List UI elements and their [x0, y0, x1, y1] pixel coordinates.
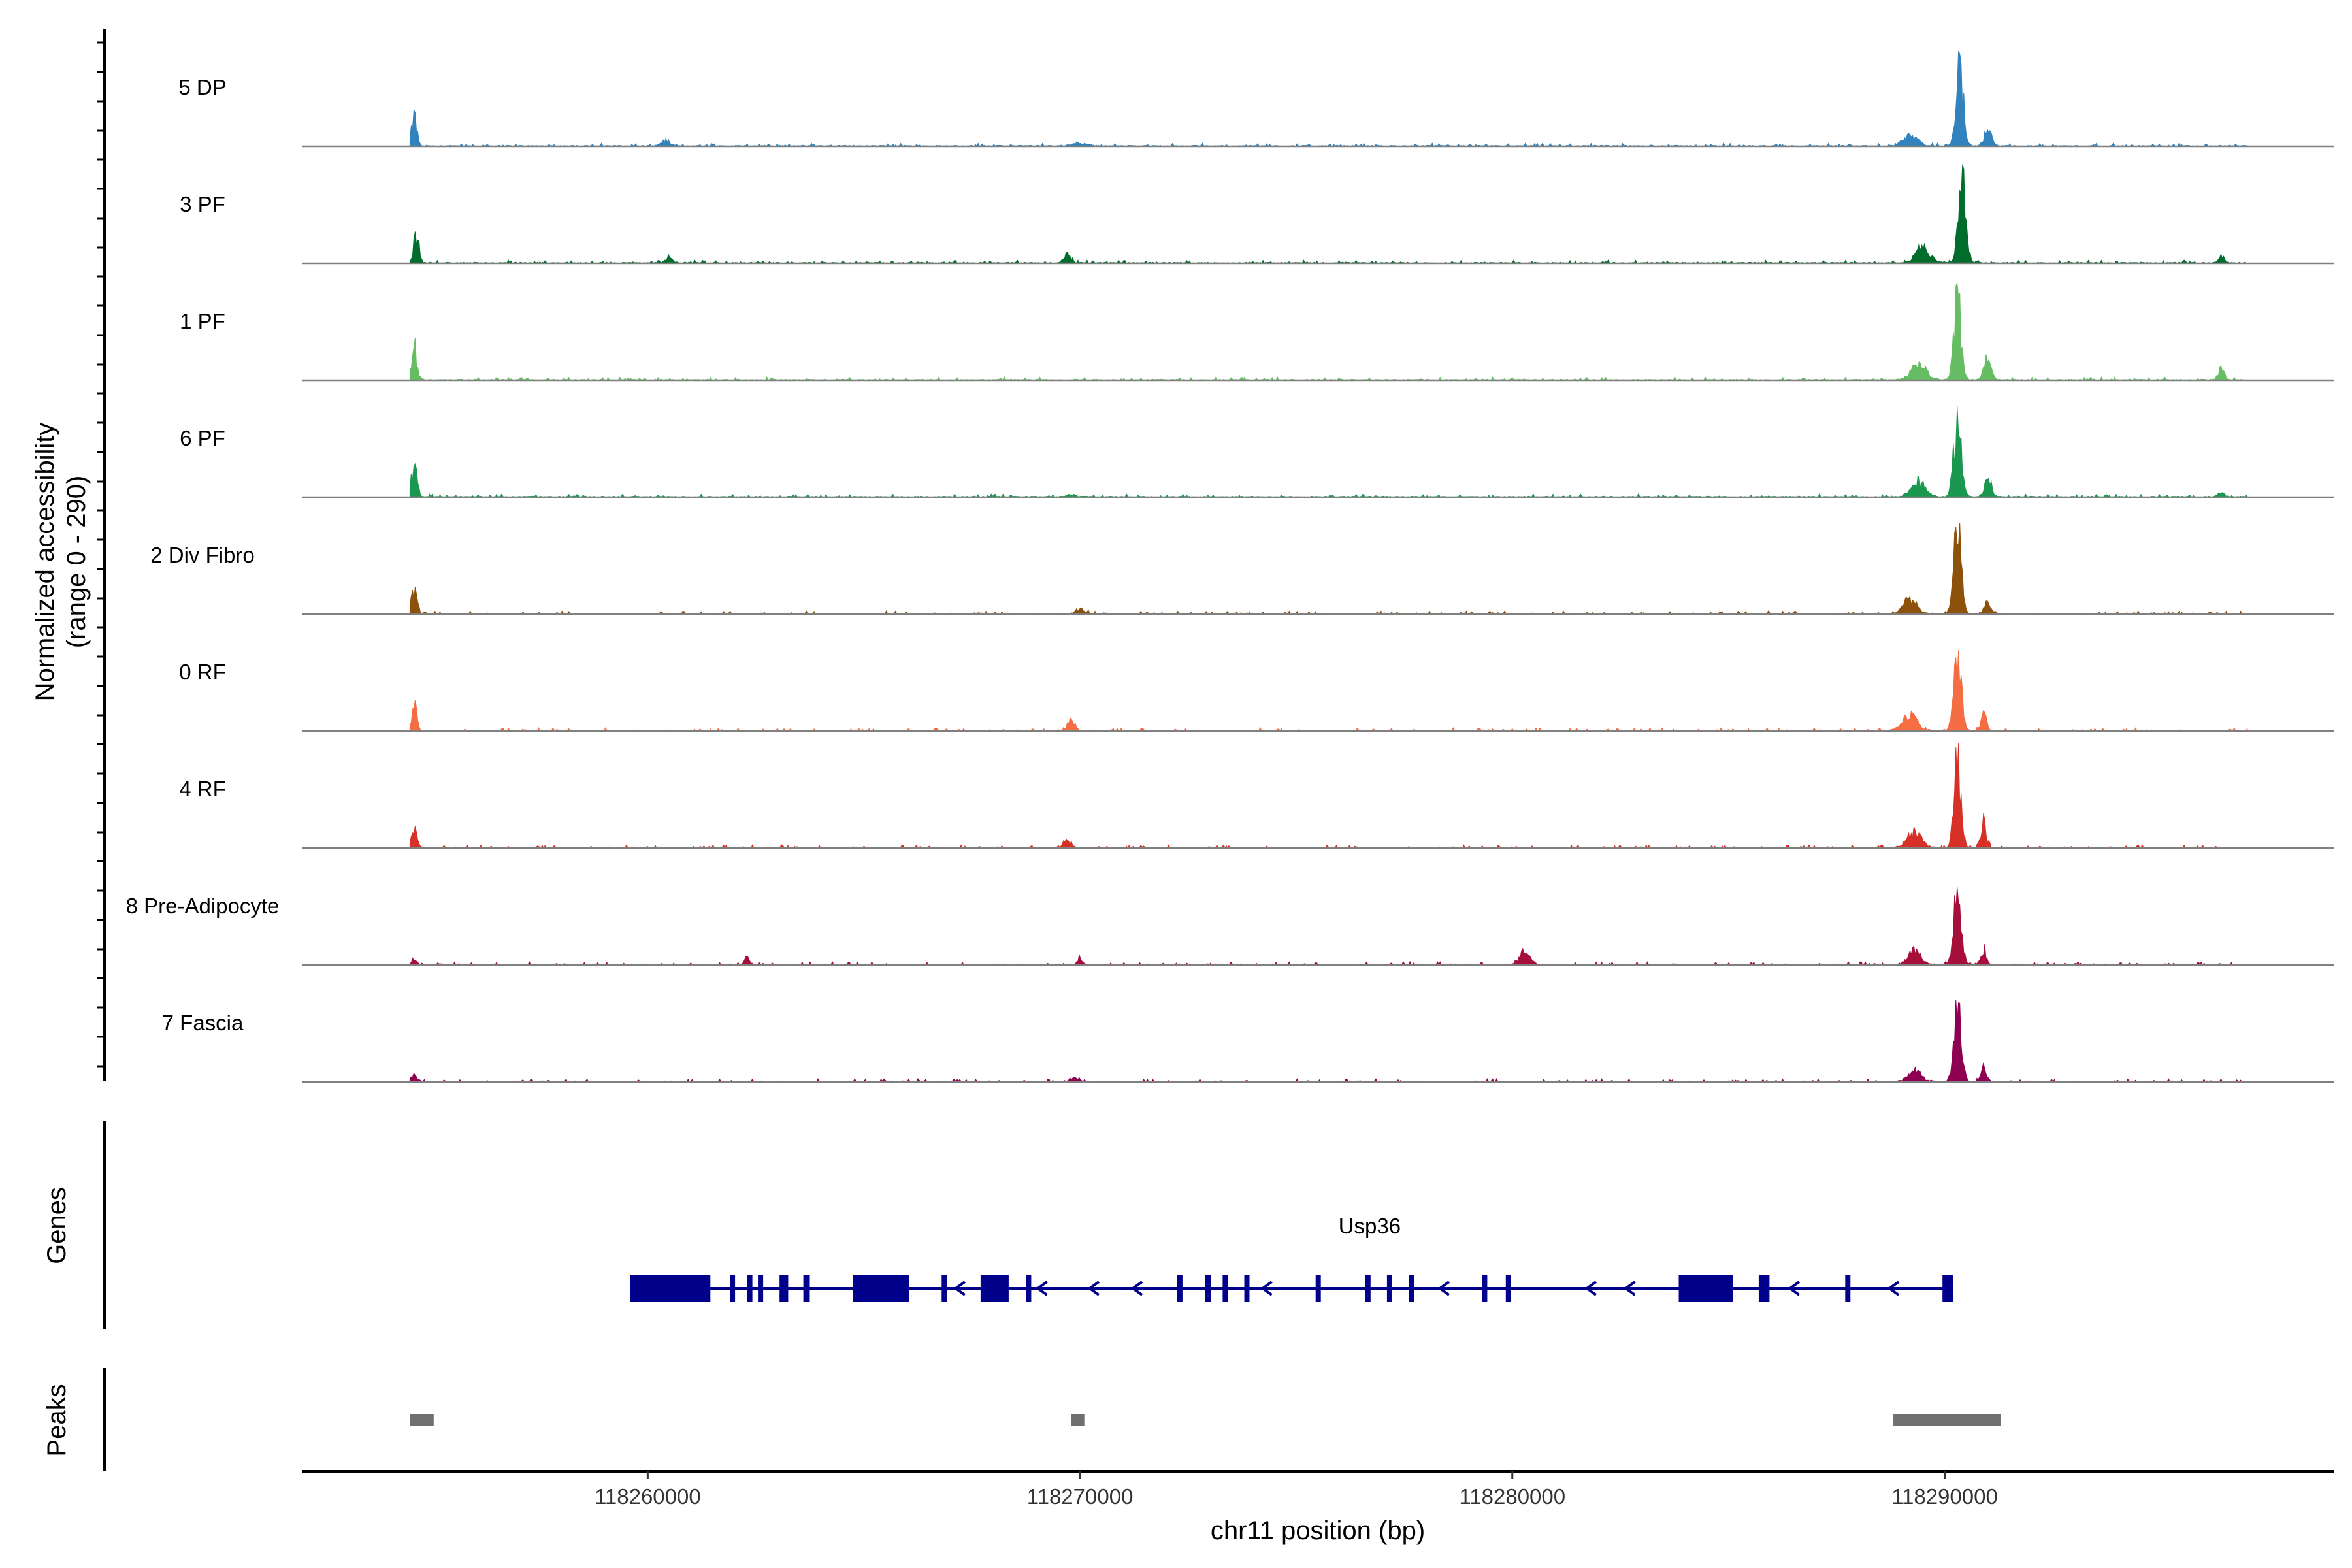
- y-axis-range: (range 0 - 290): [62, 476, 91, 649]
- strand-arrow: [1036, 1281, 1048, 1296]
- strand-arrow: [1887, 1281, 1900, 1296]
- gene-exon: [1177, 1275, 1183, 1302]
- coverage-area: [409, 164, 2248, 264]
- gene-exon: [1386, 1275, 1392, 1302]
- gene-exon: [630, 1275, 711, 1302]
- peak-region: [1893, 1414, 2001, 1426]
- coverage-area: [409, 50, 2248, 147]
- strand-arrow: [953, 1281, 966, 1296]
- coverage-area: [409, 887, 2248, 966]
- gene-exon: [730, 1275, 736, 1302]
- coverage-area: [409, 650, 2248, 732]
- strand-arrow: [1260, 1281, 1273, 1296]
- gene-exon: [980, 1275, 1009, 1302]
- track-7-fascia: 7 Fascia: [162, 1000, 2334, 1083]
- gene-exon: [1222, 1275, 1228, 1302]
- peak-region: [1071, 1414, 1085, 1426]
- gene-exon: [1482, 1275, 1488, 1302]
- gene-exon: [1365, 1275, 1371, 1302]
- gene-exon: [1845, 1275, 1851, 1302]
- track-label: 0 RF: [179, 660, 226, 684]
- gene-exon: [1758, 1275, 1770, 1302]
- track-label: 1 PF: [180, 309, 225, 333]
- track-1-pf: 1 PF: [180, 282, 2334, 382]
- track-label: 2 Div Fibro: [150, 543, 255, 567]
- gene-exon: [1205, 1275, 1211, 1302]
- x-axis-title: chr11 position (bp): [1211, 1516, 1425, 1545]
- strand-arrow: [1788, 1281, 1801, 1296]
- x-tick-label: 118270000: [1027, 1484, 1134, 1509]
- track-label: 7 Fascia: [162, 1011, 244, 1035]
- x-axis: 118260000 118270000 118280000 118290000: [302, 1470, 2334, 1509]
- gene-exon: [1505, 1275, 1511, 1302]
- coverage-area: [409, 523, 2248, 615]
- gene-exon: [853, 1275, 909, 1302]
- gene-exon: [779, 1275, 789, 1302]
- gene-exon: [1026, 1275, 1032, 1302]
- strand-arrow: [1437, 1281, 1450, 1296]
- coverage-area: [409, 406, 2248, 498]
- x-tick-label: 118280000: [1459, 1484, 1565, 1509]
- track-2-div-fibro: 2 Div Fibro: [150, 523, 2334, 615]
- gene-exon: [1409, 1275, 1414, 1302]
- y-axis-ticks: [97, 41, 105, 1068]
- gene-exon: [1942, 1275, 1953, 1302]
- genes-track: Genes Usp36: [42, 1121, 1953, 1329]
- track-5-dp: 5 DP: [178, 50, 2334, 148]
- strand-arrow: [1087, 1281, 1100, 1296]
- strand-arrow: [1584, 1281, 1597, 1296]
- gene-model-usp36: [630, 1275, 1953, 1302]
- y-axis: [97, 29, 106, 1081]
- genes-track-label: Genes: [42, 1187, 71, 1264]
- gene-exon: [1315, 1275, 1321, 1302]
- track-label: 3 PF: [180, 192, 225, 216]
- x-tick-label: 118290000: [1891, 1484, 1998, 1509]
- peaks-track-label: Peaks: [42, 1384, 71, 1456]
- coverage-area: [409, 1000, 2248, 1083]
- track-3-pf: 3 PF: [180, 164, 2334, 265]
- x-axis-ticks: 118260000 118270000 118280000 118290000: [595, 1471, 1998, 1509]
- track-4-rf: 4 RF: [179, 743, 2334, 849]
- x-tick-label: 118260000: [595, 1484, 701, 1509]
- gene-exon: [941, 1275, 947, 1302]
- track-8-pre-adipocyte: 8 Pre-Adipocyte: [126, 887, 2334, 966]
- strand-arrow: [1130, 1281, 1143, 1296]
- gene-name-label: Usp36: [1339, 1214, 1401, 1238]
- peak-region: [410, 1414, 434, 1426]
- coverage-area: [409, 282, 2248, 381]
- coverage-area: [409, 743, 2248, 849]
- track-6-pf: 6 PF: [180, 406, 2334, 498]
- peaks-track: Peaks: [42, 1368, 2001, 1471]
- gene-exon: [758, 1275, 764, 1302]
- peak-regions: [410, 1414, 2001, 1426]
- track-label: 4 RF: [179, 777, 226, 801]
- track-label: 8 Pre-Adipocyte: [126, 894, 280, 918]
- y-axis-title: Normalized accessibility: [31, 423, 59, 702]
- gene-exon: [1244, 1275, 1250, 1302]
- track-label: 6 PF: [180, 426, 225, 450]
- gene-exon: [1678, 1275, 1733, 1302]
- strand-arrow: [1623, 1281, 1636, 1296]
- coverage-tracks: 5 DP 3 PF 1 PF 6 PF 2 Div Fibro 0 RF 4 RF 8 Pre…: [126, 50, 2334, 1083]
- gene-exon: [747, 1275, 753, 1302]
- gene-exon: [803, 1275, 810, 1302]
- track-0-rf: 0 RF: [179, 650, 2334, 732]
- track-label: 5 DP: [178, 75, 226, 99]
